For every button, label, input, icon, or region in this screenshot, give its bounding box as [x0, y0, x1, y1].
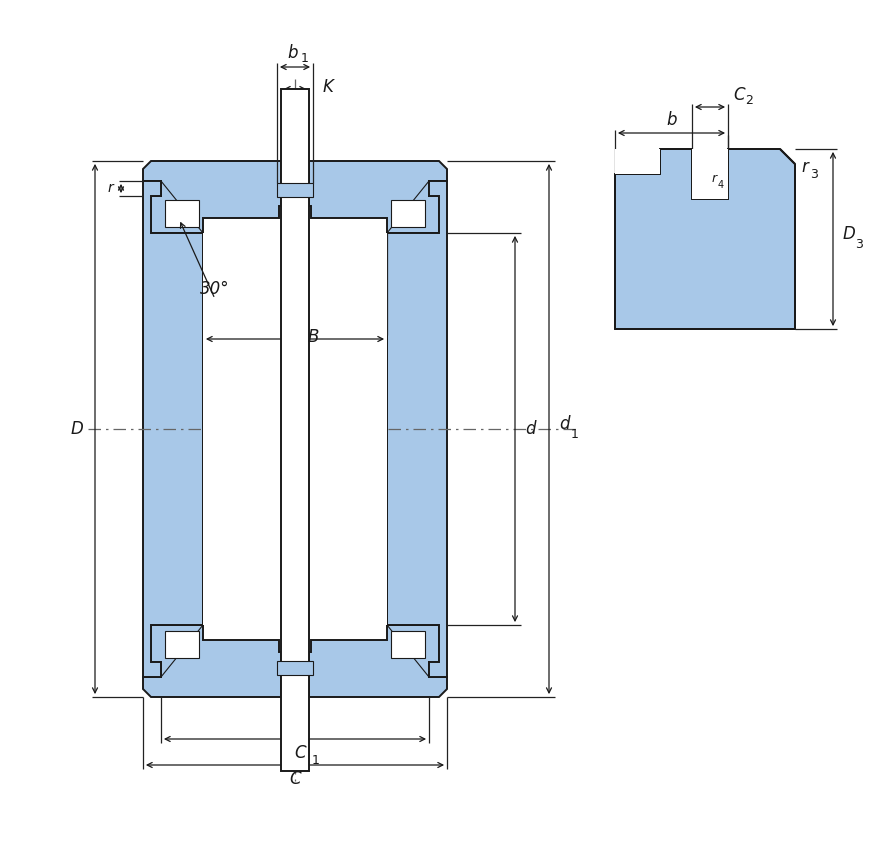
Text: d: d	[525, 420, 536, 438]
Text: d: d	[559, 415, 570, 433]
Text: 2: 2	[745, 94, 752, 107]
Text: b: b	[666, 111, 676, 129]
Polygon shape	[615, 149, 795, 329]
Text: 1: 1	[301, 52, 309, 65]
Text: 1: 1	[312, 753, 320, 766]
Bar	[692, 149, 728, 199]
Text: b: b	[288, 44, 298, 62]
Bar	[391, 200, 425, 227]
Text: C: C	[289, 770, 301, 788]
Text: r: r	[801, 158, 808, 176]
Polygon shape	[143, 181, 203, 677]
Bar	[615, 149, 660, 174]
Polygon shape	[143, 161, 447, 233]
Bar	[391, 631, 425, 658]
Text: 30°: 30°	[200, 280, 229, 298]
Text: r: r	[712, 173, 718, 186]
Bar	[281, 89, 309, 771]
Polygon shape	[387, 181, 447, 677]
Text: B: B	[307, 328, 318, 346]
Text: C: C	[294, 744, 306, 762]
Text: 1: 1	[571, 428, 579, 441]
Text: C: C	[733, 86, 745, 104]
Text: 3: 3	[855, 237, 863, 251]
Bar	[277, 661, 313, 675]
Bar	[203, 233, 387, 625]
Bar	[165, 200, 199, 227]
Bar	[277, 183, 313, 197]
Bar	[165, 631, 199, 658]
Text: D: D	[70, 420, 83, 438]
Text: r: r	[108, 181, 113, 196]
Text: K: K	[323, 78, 334, 96]
Text: D: D	[843, 225, 856, 243]
Polygon shape	[143, 625, 447, 697]
Text: 4: 4	[718, 180, 724, 190]
Text: 3: 3	[810, 168, 818, 180]
